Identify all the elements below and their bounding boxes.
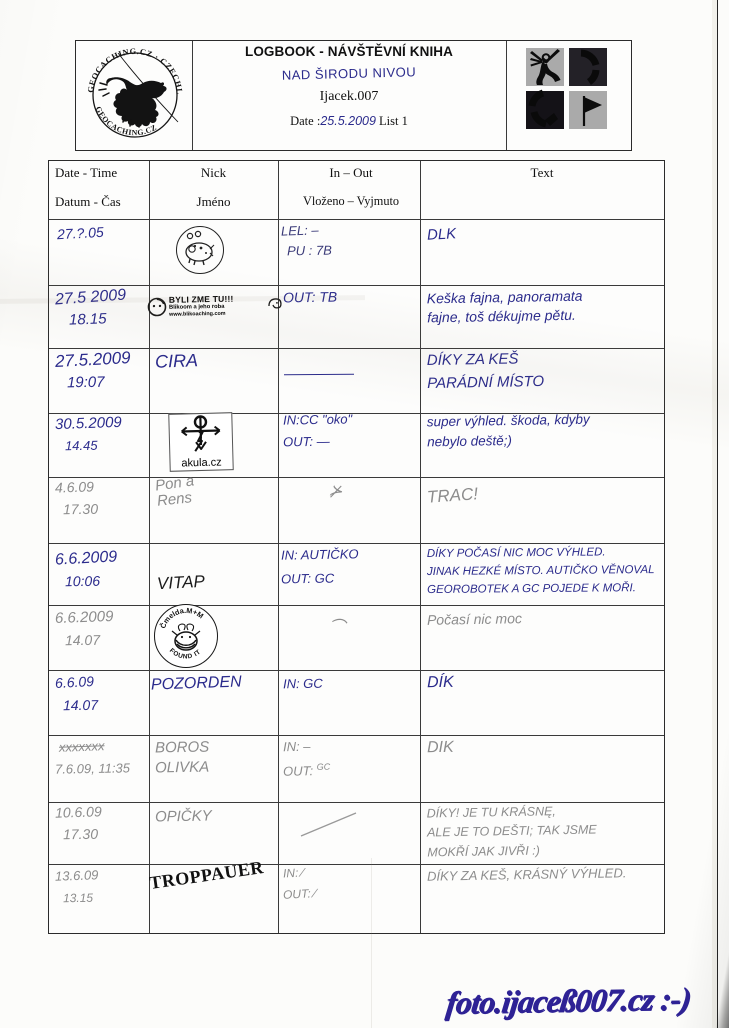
svg-text:Čmelda.M+M: Čmelda.M+M xyxy=(158,606,205,630)
